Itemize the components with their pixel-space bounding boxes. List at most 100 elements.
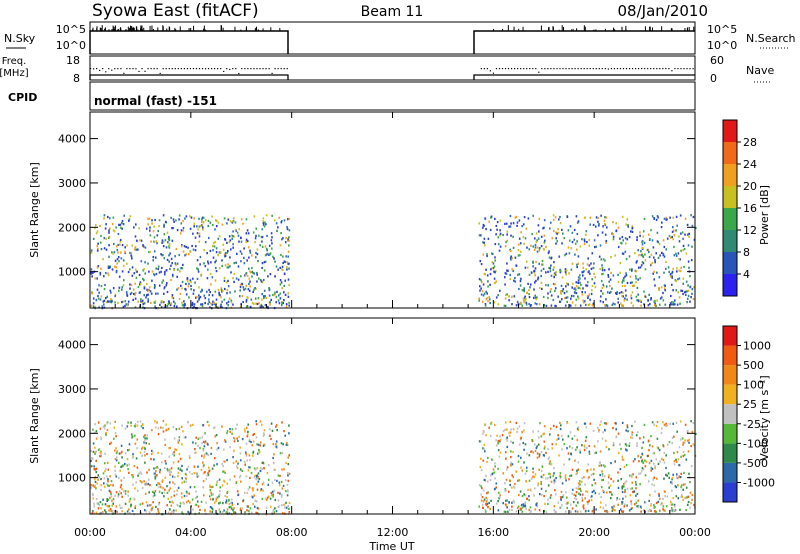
echo-cell bbox=[120, 444, 123, 447]
echo-cell bbox=[486, 254, 488, 258]
colorbar-tick-label: 8 bbox=[743, 246, 750, 259]
echo-cell bbox=[158, 219, 161, 222]
nave-dot bbox=[156, 68, 158, 70]
echo-cell bbox=[675, 421, 678, 424]
echo-cell bbox=[530, 477, 533, 480]
echo-cell bbox=[567, 435, 570, 438]
echo-cell bbox=[218, 502, 220, 505]
echo-cell bbox=[497, 509, 500, 512]
echo-cell bbox=[288, 284, 290, 287]
echo-cell bbox=[504, 272, 507, 275]
echo-cell bbox=[688, 266, 690, 269]
echo-cell bbox=[90, 304, 93, 307]
echo-cell bbox=[673, 245, 675, 249]
echo-cell bbox=[141, 481, 143, 484]
echo-cell bbox=[196, 225, 198, 228]
echo-cell bbox=[186, 468, 188, 471]
echo-cell bbox=[630, 507, 633, 510]
echo-cell bbox=[611, 509, 614, 512]
echo-cell bbox=[622, 485, 624, 488]
echo-cell bbox=[634, 458, 636, 461]
echo-cell bbox=[95, 232, 98, 235]
echo-cell bbox=[139, 281, 142, 284]
echo-cell bbox=[138, 472, 140, 475]
echo-cell bbox=[239, 474, 242, 477]
echo-cell bbox=[92, 494, 94, 497]
echo-cell bbox=[520, 456, 522, 459]
echo-cell bbox=[553, 273, 556, 276]
echo-cell bbox=[229, 446, 231, 449]
echo-cell bbox=[128, 463, 130, 466]
echo-cell bbox=[534, 274, 536, 277]
echo-cell bbox=[634, 275, 637, 278]
echo-cell bbox=[499, 494, 501, 497]
echo-cell bbox=[610, 271, 612, 275]
echo-cell bbox=[159, 303, 161, 306]
echo-cell bbox=[597, 426, 599, 429]
echo-cell bbox=[201, 305, 204, 308]
echo-cell bbox=[652, 246, 655, 249]
echo-cell bbox=[157, 292, 159, 295]
echo-cell bbox=[233, 262, 235, 265]
echo-cell bbox=[164, 270, 166, 273]
echo-cell bbox=[157, 510, 160, 513]
echo-cell bbox=[677, 291, 680, 294]
echo-cell bbox=[281, 468, 283, 471]
colorbar-tick-label: 12 bbox=[743, 224, 757, 237]
echo-cell bbox=[275, 510, 278, 513]
echo-cell bbox=[244, 287, 247, 290]
colorbar-swatch bbox=[723, 274, 737, 296]
freq-trace bbox=[89, 74, 289, 80]
echo-cell bbox=[134, 291, 137, 294]
echo-cell bbox=[198, 294, 200, 297]
echo-cell bbox=[277, 474, 280, 477]
echo-cell bbox=[687, 284, 689, 287]
echo-cell bbox=[588, 450, 591, 453]
echo-cell bbox=[612, 238, 615, 241]
echo-cell bbox=[286, 228, 289, 231]
echo-cell bbox=[145, 481, 148, 484]
echo-cell bbox=[508, 295, 510, 298]
echo-cell bbox=[250, 440, 252, 444]
echo-cell bbox=[215, 270, 218, 273]
nave-dot bbox=[625, 68, 628, 70]
echo-cell bbox=[482, 459, 485, 462]
echo-cell bbox=[130, 291, 133, 294]
echo-cell bbox=[246, 240, 249, 243]
echo-cell bbox=[580, 480, 583, 483]
echo-cell bbox=[602, 507, 604, 510]
echo-cell bbox=[218, 508, 221, 511]
echo-cell bbox=[221, 223, 224, 226]
echo-cell bbox=[536, 445, 538, 448]
echo-cell bbox=[520, 503, 523, 507]
echo-cell bbox=[518, 287, 520, 291]
echo-cell bbox=[232, 235, 234, 238]
echo-cell bbox=[197, 268, 199, 271]
echo-cell bbox=[595, 216, 598, 219]
echo-cell bbox=[659, 297, 662, 300]
echo-cell bbox=[111, 223, 114, 226]
echo-cell bbox=[585, 230, 588, 233]
echo-cell bbox=[120, 450, 123, 453]
echo-cell bbox=[567, 246, 570, 249]
echo-cell bbox=[520, 466, 522, 469]
nave-dot bbox=[628, 68, 631, 70]
echo-cell bbox=[209, 302, 212, 305]
echo-cell bbox=[232, 509, 234, 512]
echo-cell bbox=[508, 434, 511, 437]
echo-cell bbox=[524, 503, 526, 506]
echo-cell bbox=[120, 452, 122, 455]
echo-cell bbox=[512, 222, 515, 225]
colorbar-frame bbox=[722, 325, 738, 503]
echo-cell bbox=[647, 439, 650, 442]
echo-cell bbox=[527, 282, 529, 285]
echo-cell bbox=[583, 270, 585, 273]
echo-cell bbox=[257, 443, 260, 446]
echo-cell bbox=[519, 280, 522, 283]
echo-cell bbox=[673, 463, 676, 466]
echo-cell bbox=[169, 500, 171, 504]
echo-cell bbox=[228, 235, 231, 238]
echo-cell bbox=[584, 422, 587, 425]
echo-cell bbox=[587, 502, 589, 505]
echo-cell bbox=[198, 217, 200, 220]
